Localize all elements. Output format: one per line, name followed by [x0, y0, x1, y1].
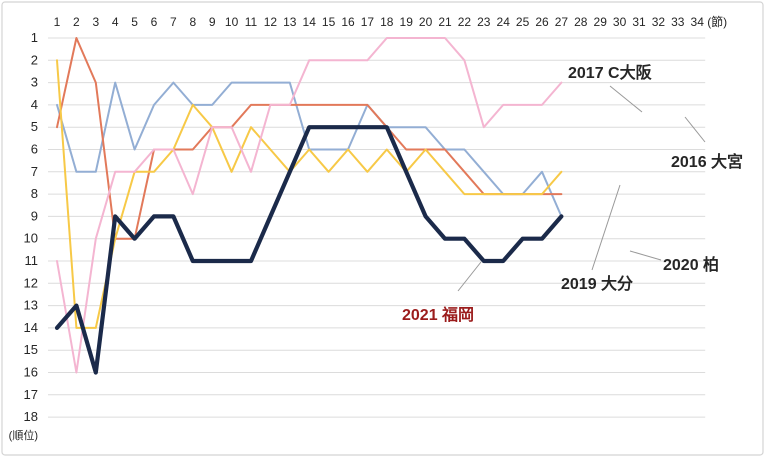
svg-text:(順位): (順位) [9, 428, 38, 442]
svg-text:17: 17 [361, 15, 375, 29]
svg-text:3: 3 [31, 75, 38, 90]
svg-text:5: 5 [131, 15, 138, 29]
svg-text:11: 11 [25, 253, 39, 268]
svg-text:8: 8 [189, 15, 196, 29]
svg-text:13: 13 [24, 298, 38, 313]
svg-text:2020 柏: 2020 柏 [663, 255, 719, 274]
svg-text:12: 12 [264, 15, 278, 29]
svg-text:11: 11 [245, 15, 258, 29]
svg-text:16: 16 [24, 365, 38, 380]
svg-text:13: 13 [283, 15, 297, 29]
svg-text:3: 3 [92, 15, 99, 29]
svg-text:15: 15 [24, 342, 38, 357]
svg-text:14: 14 [24, 320, 38, 335]
svg-text:14: 14 [303, 15, 317, 29]
svg-text:1: 1 [54, 15, 61, 29]
svg-text:12: 12 [24, 275, 38, 290]
svg-text:32: 32 [652, 15, 666, 29]
svg-text:19: 19 [400, 15, 414, 29]
svg-text:21: 21 [438, 15, 452, 29]
svg-text:24: 24 [497, 15, 511, 29]
svg-text:2021 福岡: 2021 福岡 [402, 305, 474, 324]
svg-text:33: 33 [671, 15, 685, 29]
svg-text:16: 16 [341, 15, 355, 29]
svg-text:22: 22 [458, 15, 472, 29]
svg-text:4: 4 [112, 15, 119, 29]
svg-text:18: 18 [380, 15, 394, 29]
svg-text:2016 大宮: 2016 大宮 [671, 152, 743, 171]
svg-text:10: 10 [225, 15, 239, 29]
svg-text:10: 10 [24, 231, 38, 246]
svg-text:23: 23 [477, 15, 491, 29]
svg-text:17: 17 [24, 387, 38, 402]
svg-text:2: 2 [31, 52, 38, 67]
svg-text:4: 4 [31, 97, 38, 112]
svg-text:28: 28 [574, 15, 588, 29]
svg-text:29: 29 [594, 15, 608, 29]
svg-text:8: 8 [31, 186, 38, 201]
svg-text:7: 7 [31, 164, 38, 179]
svg-text:31: 31 [632, 15, 646, 29]
svg-text:9: 9 [209, 15, 216, 29]
svg-text:(節): (節) [707, 14, 727, 29]
svg-text:30: 30 [613, 15, 627, 29]
svg-text:34: 34 [691, 15, 705, 29]
svg-text:1: 1 [31, 30, 38, 45]
svg-text:25: 25 [516, 15, 530, 29]
svg-text:2019 大分: 2019 大分 [561, 274, 633, 293]
svg-text:18: 18 [24, 409, 38, 424]
svg-text:2017 C大阪: 2017 C大阪 [568, 63, 653, 82]
svg-text:9: 9 [31, 208, 38, 223]
svg-text:20: 20 [419, 15, 433, 29]
svg-text:5: 5 [31, 119, 38, 134]
svg-text:27: 27 [555, 15, 569, 29]
svg-text:26: 26 [535, 15, 549, 29]
svg-text:6: 6 [31, 142, 38, 157]
svg-text:6: 6 [151, 15, 158, 29]
svg-text:7: 7 [170, 15, 177, 29]
svg-text:2: 2 [73, 15, 80, 29]
svg-text:15: 15 [322, 15, 336, 29]
